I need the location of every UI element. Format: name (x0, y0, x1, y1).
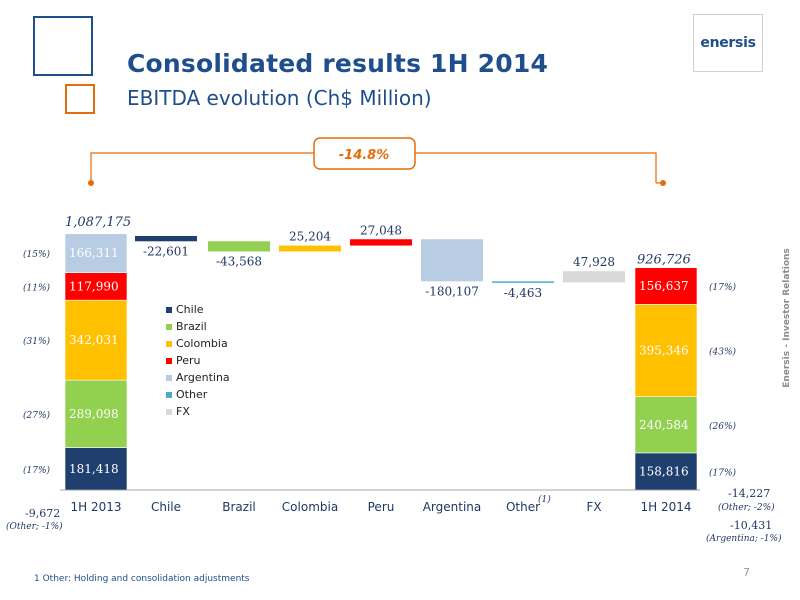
delta-bar-argentina (421, 239, 483, 282)
legend-label-argentina: Argentina (176, 371, 230, 384)
legend-label-other: Other (176, 388, 208, 401)
delta-bar-peru (350, 239, 412, 246)
decorative-square-large (33, 16, 93, 76)
legend-swatch-chile (166, 306, 172, 313)
end-segment-label-peru: 156,637 (639, 279, 689, 293)
legend-label-colombia: Colombia (176, 337, 228, 350)
end-segment-chile (634, 452, 698, 491)
start-segment-colombia (64, 299, 128, 381)
decorative-square-small (65, 84, 95, 114)
legend-swatch-colombia (166, 340, 172, 347)
delta-label-fx: 47,928 (573, 255, 615, 269)
legend-item-colombia: Colombia (166, 335, 230, 352)
end-argentina-note-value: -10,431 (730, 519, 772, 532)
delta-bar-other (492, 281, 554, 283)
start-segment-label-peru: 117,990 (69, 279, 119, 293)
page-title: Consolidated results 1H 2014 (127, 49, 549, 78)
category-label-peru: Peru (368, 500, 395, 514)
end-segment-peru (634, 267, 698, 305)
end-segment-label-colombia: 395,346 (639, 344, 689, 358)
footnote: 1 Other: Holding and consolidation adjus… (34, 574, 250, 584)
category-label-fx: FX (586, 500, 601, 514)
start-total-label: 1,087,175 (65, 215, 131, 230)
bracket-end-dot (88, 180, 94, 186)
legend-label-chile: Chile (176, 303, 204, 316)
end-share-colombia: (43%) (709, 347, 737, 358)
end-argentina-note-detail: (Argentina; -1%) (706, 533, 782, 544)
category-label-argentina: Argentina (423, 500, 482, 514)
other-footnote-marker: (1) (538, 494, 551, 505)
start-share-peru: (11%) (23, 282, 51, 293)
end-segment-brazil (634, 396, 698, 454)
end-share-brazil: (26%) (709, 421, 737, 432)
end-share-chile: (17%) (709, 467, 737, 478)
chart-legend: Chile Brazil Colombia Peru Argentina Other FX (166, 301, 230, 420)
legend-item-chile: Chile (166, 301, 230, 318)
legend-item-peru: Peru (166, 352, 230, 369)
start-segment-label-chile: 181,418 (69, 462, 119, 476)
delta-bar-brazil (208, 241, 270, 252)
category-label-brazil: Brazil (222, 500, 256, 514)
page-number: 7 (743, 566, 750, 579)
legend-swatch-other (166, 391, 172, 398)
delta-bar-chile (135, 236, 197, 242)
end-share-peru: (17%) (709, 282, 737, 293)
end-other-note-value: -14,227 (728, 487, 770, 500)
start-share-colombia: (31%) (23, 336, 51, 347)
delta-label-peru: 27,048 (360, 223, 402, 237)
start-other-note-value: -9,672 (25, 507, 60, 520)
start-segment-chile (64, 447, 128, 491)
legend-item-other: Other (166, 386, 230, 403)
end-segment-colombia (634, 304, 698, 397)
legend-label-peru: Peru (176, 354, 201, 367)
start-other-note-detail: (Other; -1%) (6, 521, 63, 532)
legend-item-brazil: Brazil (166, 318, 230, 335)
end-other-note-detail: (Other; -2%) (718, 502, 775, 513)
start-segment-peru (64, 272, 128, 301)
start-segment-label-brazil: 289,098 (69, 407, 119, 421)
start-share-argentina: (15%) (23, 249, 51, 260)
legend-item-argentina: Argentina (166, 369, 230, 386)
start-share-chile: (17%) (23, 465, 51, 476)
category-label-colombia: Colombia (282, 500, 338, 514)
legend-swatch-brazil (166, 323, 172, 330)
end-segment-label-chile: 158,816 (639, 464, 689, 478)
start-segment-brazil (64, 379, 128, 448)
legend-swatch-peru (166, 357, 172, 364)
delta-label-argentina: -180,107 (425, 284, 479, 298)
start-share-brazil: (27%) (23, 410, 51, 421)
legend-swatch-argentina (166, 374, 172, 381)
change-badge (313, 137, 416, 170)
end-segment-label-brazil: 240,584 (639, 418, 689, 432)
logo-text: enersis (700, 35, 756, 51)
start-segment-argentina (64, 233, 128, 273)
delta-label-chile: -22,601 (143, 244, 189, 258)
delta-label-brazil: -43,568 (216, 254, 262, 268)
delta-label-colombia: 25,204 (289, 230, 331, 244)
change-badge-label: -14.8% (339, 148, 390, 163)
legend-swatch-fx (166, 408, 172, 415)
category-label-1h-2013: 1H 2013 (70, 500, 121, 514)
legend-label-fx: FX (176, 405, 190, 418)
page-subtitle: EBITDA evolution (Ch$ Million) (127, 86, 432, 110)
category-label-other: Other (506, 500, 540, 514)
delta-label-other: -4,463 (504, 286, 542, 300)
enersis-logo: enersis (693, 14, 763, 72)
delta-bar-colombia (279, 245, 341, 252)
legend-item-fx: FX (166, 403, 230, 420)
end-total-label: 926,726 (637, 252, 691, 267)
category-label-1h-2014: 1H 2014 (640, 500, 691, 514)
start-segment-label-colombia: 342,031 (69, 333, 119, 347)
category-label-chile: Chile (151, 500, 181, 514)
delta-bar-fx (563, 271, 625, 283)
legend-label-brazil: Brazil (176, 320, 207, 333)
start-segment-label-argentina: 166,311 (69, 246, 119, 260)
